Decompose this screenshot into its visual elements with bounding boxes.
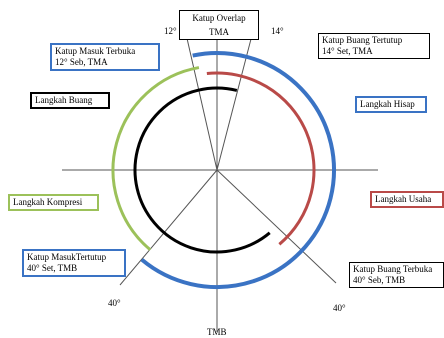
exhaust-open-title: Katup Buang Terbuka [353,264,433,274]
deg-14-label: 14° [271,26,284,36]
intake-open-box: Katup Masuk Terbuka 12° Seb, TMA [50,43,160,71]
power-stroke-box: Langkah Usaha [370,191,444,208]
intake-open-title: Katup Masuk Terbuka [55,46,136,56]
compression-arc [111,66,200,251]
deg-40-right-label: 40° [333,303,346,313]
exhaust-open-box: Katup Buang Terbuka 40° Seb, TMB [349,262,444,288]
line-40-deg-left [119,169,218,286]
intake-close-detail: 40° Set, TMB [27,263,78,273]
overlap-box: Katup Overlap TMA [179,10,259,40]
exhaust-open-detail: 40° Seb, TMB [353,275,406,285]
line-40-deg-right [216,169,337,284]
tmb-label: TMB [207,327,227,337]
exhaust-close-box: Katup Buang Tertutup 14° Set, TMA [318,33,430,59]
intake-close-box: Katup MasukTertutup 40° Set, TMB [22,249,126,277]
deg-40-left-label: 40° [108,298,121,308]
exhaust-close-title: Katup Buang Tertutup [322,35,403,45]
intake-open-detail: 12° Seb, TMA [55,57,108,67]
overlap-label: Katup Overlap [192,13,246,23]
exhaust-arc [133,86,271,254]
compression-stroke-box: Langkah Kompresi [8,194,99,211]
deg-12-label: 12° [164,26,177,36]
intake-stroke-box: Langkah Hisap [355,96,427,113]
tma-label: TMA [209,27,229,37]
exhaust-close-detail: 14° Set, TMA [322,46,373,56]
power-arc [206,71,316,246]
exhaust-stroke-box: Langkah Buang [30,92,110,109]
intake-arc [140,51,336,289]
intake-close-title: Katup MasukTertutup [27,252,107,262]
